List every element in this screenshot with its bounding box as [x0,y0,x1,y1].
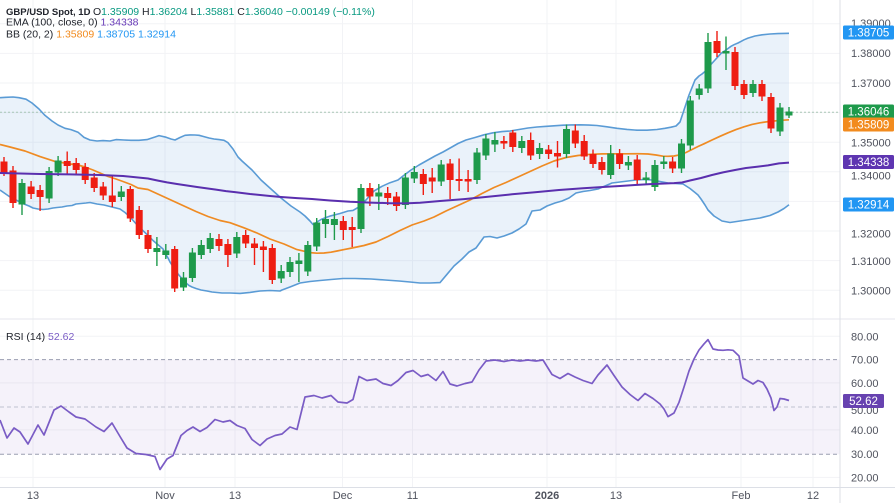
svg-text:13: 13 [229,490,241,502]
svg-text:40.00: 40.00 [851,425,879,437]
svg-text:O1.35909 H1.36204 L1.35881 C1.: O1.35909 H1.36204 L1.35881 C1.36040 −0.0… [93,6,375,18]
svg-text:20.00: 20.00 [851,472,879,484]
svg-text:RSI (14) 52.62: RSI (14) 52.62 [6,331,74,343]
svg-text:1.32000: 1.32000 [851,228,891,240]
svg-text:1.38000: 1.38000 [851,48,891,60]
svg-text:70.00: 70.00 [851,354,879,366]
svg-text:1.34338: 1.34338 [848,157,890,169]
svg-text:1.35809: 1.35809 [848,120,890,132]
svg-text:13: 13 [27,490,39,502]
svg-text:52.62: 52.62 [849,396,878,408]
svg-text:Dec: Dec [333,490,353,502]
svg-text:Feb: Feb [732,490,751,502]
svg-text:1.34000: 1.34000 [851,170,891,182]
svg-text:13: 13 [610,490,622,502]
svg-text:1.30000: 1.30000 [851,285,891,297]
svg-text:1.37000: 1.37000 [851,78,891,90]
svg-text:1.31000: 1.31000 [851,256,891,268]
svg-text:2026: 2026 [535,490,559,502]
svg-text:EMA (100, close, 0) 1.34338: EMA (100, close, 0) 1.34338 [6,17,139,29]
svg-text:Nov: Nov [155,490,175,502]
svg-text:11: 11 [407,490,418,502]
svg-text:1.36046: 1.36046 [848,107,890,119]
svg-text:1.32914: 1.32914 [848,200,890,212]
svg-text:80.00: 80.00 [851,331,879,343]
svg-text:1.35000: 1.35000 [851,137,891,149]
svg-text:GBP/USD Spot, 1D: GBP/USD Spot, 1D [6,7,91,18]
svg-text:BB (20, 2) 1.35809 1.38705 1.3: BB (20, 2) 1.35809 1.38705 1.32914 [6,29,176,41]
svg-text:12: 12 [807,490,819,502]
svg-text:30.00: 30.00 [851,449,879,461]
svg-text:60.00: 60.00 [851,378,879,390]
svg-text:1.38705: 1.38705 [848,28,890,40]
